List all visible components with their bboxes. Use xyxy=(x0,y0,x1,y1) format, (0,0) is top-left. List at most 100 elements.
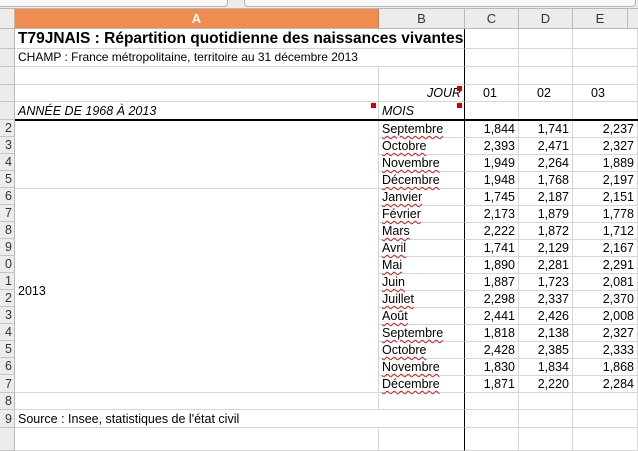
year-cell[interactable]: 2013 xyxy=(15,189,379,393)
value-cell[interactable]: 2,237 xyxy=(573,121,638,138)
cell-year-blank[interactable] xyxy=(15,172,379,189)
row-header[interactable]: 9 xyxy=(0,239,15,256)
cell-year-blank[interactable] xyxy=(15,138,379,155)
row-header[interactable]: 6 xyxy=(0,358,15,375)
value-cell[interactable]: 2,281 xyxy=(519,257,573,274)
value-cell[interactable]: 2,426 xyxy=(519,308,573,325)
value-cell[interactable]: 2,129 xyxy=(519,240,573,257)
value-cell[interactable]: 2,441 xyxy=(465,308,519,325)
row-header[interactable]: 4 xyxy=(0,324,15,341)
row-header[interactable]: 0 xyxy=(0,256,15,273)
month-cell[interactable]: Janvier xyxy=(379,189,465,206)
value-cell[interactable]: 1,834 xyxy=(519,359,573,376)
cell-d-mois-row[interactable] xyxy=(519,102,573,120)
value-cell[interactable]: 1,890 xyxy=(465,257,519,274)
value-cell[interactable]: 1,830 xyxy=(465,359,519,376)
value-cell[interactable]: 2,220 xyxy=(519,376,573,393)
row-header[interactable]: 5 xyxy=(0,341,15,358)
cell-b-last[interactable] xyxy=(379,428,465,451)
value-cell[interactable]: 1,741 xyxy=(465,240,519,257)
value-cell[interactable]: 1,879 xyxy=(519,206,573,223)
value-cell[interactable]: 2,264 xyxy=(519,155,573,172)
month-cell[interactable]: Novembre xyxy=(379,155,465,172)
value-cell[interactable]: 1,872 xyxy=(519,223,573,240)
row-header[interactable] xyxy=(0,49,15,67)
month-cell[interactable]: Décembre xyxy=(379,376,465,393)
jour-label[interactable]: JOUR xyxy=(379,85,465,102)
value-cell[interactable]: 2,291 xyxy=(573,257,638,274)
value-cell[interactable]: 2,327 xyxy=(573,138,638,155)
cell-e-title[interactable] xyxy=(573,29,638,49)
value-cell[interactable]: 2,385 xyxy=(519,342,573,359)
value-cell[interactable]: 2,337 xyxy=(519,291,573,308)
cell-d-gap[interactable] xyxy=(519,393,573,410)
cell-c-subtitle[interactable] xyxy=(465,49,519,67)
month-cell[interactable]: Juin xyxy=(379,274,465,291)
column-header-d[interactable]: D xyxy=(519,9,573,29)
value-cell[interactable]: 1,712 xyxy=(573,223,638,240)
value-cell[interactable]: 1,723 xyxy=(519,274,573,291)
column-header-a[interactable]: A xyxy=(15,9,379,29)
cell-e-last[interactable] xyxy=(573,428,638,451)
toolbar-field-left[interactable] xyxy=(0,0,228,7)
value-cell[interactable]: 1,844 xyxy=(465,121,519,138)
cell-c-blank[interactable] xyxy=(465,67,519,85)
value-cell[interactable]: 2,173 xyxy=(465,206,519,223)
comment-marker[interactable] xyxy=(457,103,462,108)
comment-marker[interactable] xyxy=(457,86,462,91)
value-cell[interactable]: 1,745 xyxy=(465,189,519,206)
cell-b-source[interactable] xyxy=(379,410,465,428)
sheet-grid[interactable]: T79JNAIS : Répartition quotidienne des n… xyxy=(15,29,638,451)
row-header[interactable]: 9 xyxy=(0,410,15,428)
row-header[interactable]: 7 xyxy=(0,205,15,222)
month-cell[interactable]: Octobre xyxy=(379,138,465,155)
month-cell[interactable]: Février xyxy=(379,206,465,223)
month-cell[interactable]: Septembre xyxy=(379,325,465,342)
value-cell[interactable]: 1,949 xyxy=(465,155,519,172)
sheet-subtitle[interactable]: CHAMP : France métropolitaine, territoir… xyxy=(15,49,379,67)
row-header[interactable]: 4 xyxy=(0,154,15,171)
column-header-c[interactable]: C xyxy=(465,9,519,29)
value-cell[interactable]: 2,151 xyxy=(573,189,638,206)
cell-c-gap[interactable] xyxy=(465,393,519,410)
month-cell[interactable]: Septembre xyxy=(379,121,465,138)
cell-e-gap[interactable] xyxy=(573,393,638,410)
cell-e-mois-row[interactable] xyxy=(573,102,638,120)
day-header-03[interactable]: 03 xyxy=(573,85,638,102)
cell-c-last[interactable] xyxy=(465,428,519,451)
cell-b-blank[interactable] xyxy=(379,67,465,85)
value-cell[interactable]: 2,167 xyxy=(573,240,638,257)
row-header[interactable]: 2 xyxy=(0,120,15,137)
cell-year-blank[interactable] xyxy=(15,155,379,172)
cell-b-subtitle[interactable] xyxy=(379,49,465,67)
month-cell[interactable]: Octobre xyxy=(379,342,465,359)
value-cell[interactable]: 2,187 xyxy=(519,189,573,206)
value-cell[interactable]: 1,871 xyxy=(465,376,519,393)
day-header-01[interactable]: 01 xyxy=(465,85,519,102)
day-header-02[interactable]: 02 xyxy=(519,85,573,102)
row-header[interactable]: 8 xyxy=(0,393,15,410)
value-cell[interactable]: 2,327 xyxy=(573,325,638,342)
month-cell[interactable]: Juillet xyxy=(379,291,465,308)
value-cell[interactable]: 2,197 xyxy=(573,172,638,189)
row-header[interactable]: 6 xyxy=(0,188,15,205)
row-header[interactable]: 2 xyxy=(0,290,15,307)
cell-a-blank[interactable] xyxy=(15,67,379,85)
cell-e-blank[interactable] xyxy=(573,67,638,85)
value-cell[interactable]: 1,818 xyxy=(465,325,519,342)
month-cell[interactable]: Août xyxy=(379,308,465,325)
source-note[interactable]: Source : Insee, statistiques de l'état c… xyxy=(15,410,379,428)
mois-label[interactable]: MOIS xyxy=(379,102,465,120)
cell-a-last[interactable] xyxy=(15,428,379,451)
value-cell[interactable]: 2,393 xyxy=(465,138,519,155)
month-cell[interactable]: Avril xyxy=(379,240,465,257)
value-cell[interactable]: 2,471 xyxy=(519,138,573,155)
column-header-e[interactable]: E xyxy=(573,9,628,29)
row-header[interactable] xyxy=(0,29,15,49)
row-header[interactable]: 3 xyxy=(0,137,15,154)
cell-e-source[interactable] xyxy=(573,410,638,428)
annee-label[interactable]: ANNÉE DE 1968 À 2013 xyxy=(15,102,379,120)
cell-d-last[interactable] xyxy=(519,428,573,451)
value-cell[interactable]: 1,887 xyxy=(465,274,519,291)
month-cell[interactable]: Mars xyxy=(379,223,465,240)
